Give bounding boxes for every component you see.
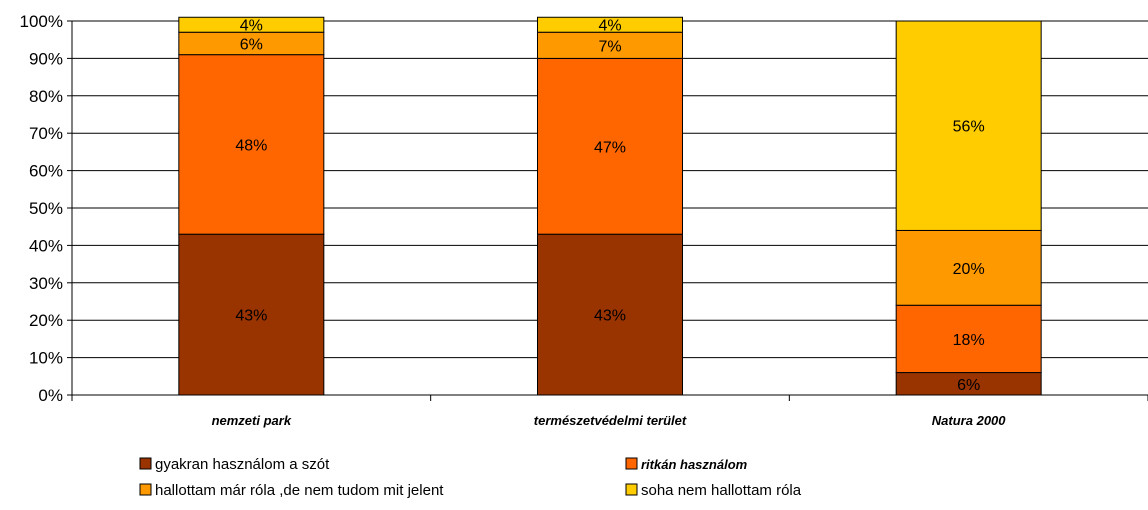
bar-segment: [537, 233, 683, 396]
y-tick-label: 60%: [29, 162, 63, 181]
data-label: 6%: [240, 36, 263, 53]
x-category-label: Natura 2000: [932, 413, 1006, 428]
y-tick-label: 90%: [29, 49, 63, 68]
legend-swatch: [625, 483, 638, 496]
y-tick-label: 70%: [29, 124, 63, 143]
bar-segment: [178, 54, 325, 235]
x-category-label: nemzeti park: [212, 413, 292, 428]
bar-segment: [537, 57, 683, 235]
legend-item: gyakran használom a szót: [139, 456, 330, 473]
x-category-label: természetvédelmi terület: [534, 413, 687, 428]
data-label: 4%: [240, 18, 263, 35]
bar-segment: [178, 16, 325, 33]
legend-label: soha nem hallottam róla: [641, 482, 802, 499]
data-label: 43%: [594, 308, 626, 325]
legend-swatch: [139, 457, 152, 470]
bar-segment: [537, 31, 683, 59]
y-tick-label: 20%: [29, 311, 63, 330]
y-tick-label: 10%: [29, 349, 63, 368]
legend-label: gyakran használom a szót: [155, 456, 330, 473]
y-axis-ticks: 0% 10% 20% 30% 40% 50% 60% 70% 80% 90% 100%: [20, 12, 72, 405]
bar-segment: [895, 229, 1042, 306]
data-label: 48%: [235, 137, 267, 154]
bar-segment: [895, 20, 1042, 231]
legend-item: hallottam már róla ,de nem tudom mit jel…: [139, 482, 444, 499]
bar-segment: [537, 16, 683, 33]
legend-label: ritkán használom: [641, 457, 748, 472]
y-tick-label: 0%: [38, 386, 63, 405]
legend-swatch: [625, 457, 638, 470]
bars: [178, 16, 1042, 396]
data-labels: 43%48%6%4%43%47%7%4%6%18%20%56%: [235, 18, 984, 394]
legend-label: hallottam már róla ,de nem tudom mit jel…: [155, 482, 444, 499]
data-label: 18%: [953, 332, 985, 349]
bar-segment: [178, 233, 325, 396]
data-label: 20%: [953, 261, 985, 278]
y-tick-label: 50%: [29, 199, 63, 218]
legend-item: soha nem hallottam róla: [625, 482, 802, 499]
data-label: 56%: [953, 119, 985, 136]
y-tick-label: 80%: [29, 87, 63, 106]
legend-item: ritkán használom: [625, 457, 748, 472]
legend-swatch: [139, 483, 152, 496]
bar-segment: [895, 304, 1042, 374]
y-tick-label: 30%: [29, 274, 63, 293]
axes: [71, 21, 1148, 401]
data-label: 6%: [957, 377, 980, 394]
data-label: 47%: [594, 139, 626, 156]
y-tick-label: 100%: [20, 12, 63, 31]
x-axis-categories: nemzeti park természetvédelmi terület Natu…: [212, 413, 1007, 428]
data-label: 7%: [598, 38, 621, 55]
legend: gyakran használom a szót ritkán használom…: [139, 456, 802, 499]
data-label: 43%: [235, 308, 267, 325]
y-tick-label: 40%: [29, 236, 63, 255]
data-label: 4%: [598, 18, 621, 35]
